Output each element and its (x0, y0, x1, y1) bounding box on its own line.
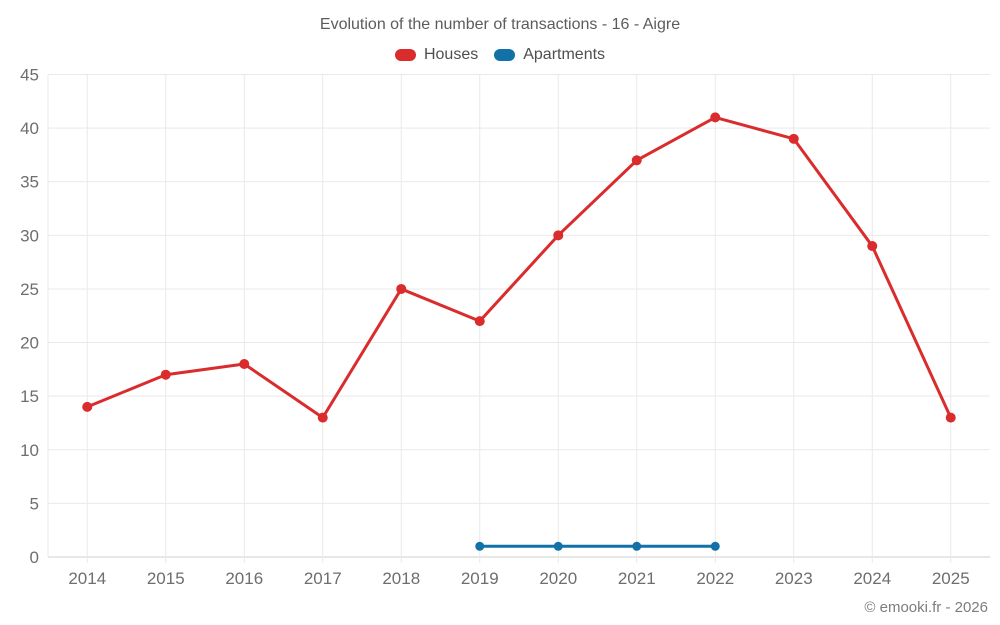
y-tick-label: 45 (20, 66, 39, 85)
footer-credit: © emooki.fr - 2026 (864, 599, 988, 616)
houses-data-point[interactable] (788, 133, 799, 144)
x-tick-label: 2022 (696, 569, 734, 588)
legend-label-houses: Houses (423, 46, 479, 63)
x-tick-label: 2016 (225, 569, 263, 588)
x-tick-label: 2014 (68, 569, 106, 588)
legend-label-apartments: Apartments (523, 46, 606, 63)
apartments-legend-swatch-icon (494, 49, 516, 61)
legend-item-apartments[interactable]: Apartments (494, 46, 605, 64)
apartments-data-point[interactable] (632, 541, 642, 551)
legend-item-houses[interactable]: Houses (394, 46, 479, 64)
y-tick-label: 10 (20, 441, 39, 460)
x-tick-label: 2021 (618, 569, 656, 588)
y-tick-label: 0 (30, 548, 39, 567)
apartments-data-point[interactable] (710, 541, 720, 551)
houses-data-point[interactable] (317, 412, 328, 423)
x-tick-label: 2019 (461, 569, 499, 588)
apartments-data-point[interactable] (553, 541, 563, 551)
y-tick-label: 5 (30, 494, 39, 513)
houses-data-point[interactable] (239, 359, 250, 369)
x-tick-label: 2020 (539, 569, 577, 588)
x-tick-label: 2018 (382, 569, 420, 588)
chart-legend: Houses Apartments (0, 46, 1000, 64)
x-tick-label: 2024 (853, 569, 891, 588)
x-tick-label: 2015 (147, 569, 185, 588)
houses-data-point[interactable] (160, 369, 171, 380)
houses-data-point[interactable] (945, 412, 956, 423)
y-tick-label: 25 (20, 280, 39, 299)
x-tick-label: 2023 (775, 569, 813, 588)
houses-data-point[interactable] (82, 401, 93, 412)
y-tick-label: 20 (20, 334, 39, 353)
houses-line (85, 115, 953, 420)
x-tick-label: 2017 (304, 569, 342, 588)
x-tick-label: 2025 (932, 569, 970, 588)
y-tick-label: 30 (20, 226, 39, 245)
houses-data-point[interactable] (396, 283, 407, 294)
houses-data-point[interactable] (867, 241, 878, 252)
houses-legend-swatch-icon (394, 49, 416, 61)
houses-data-point[interactable] (631, 155, 642, 166)
apartments-data-point[interactable] (475, 541, 485, 551)
y-tick-label: 40 (20, 119, 39, 138)
houses-data-point[interactable] (553, 230, 564, 241)
houses-data-point[interactable] (474, 316, 485, 327)
y-tick-label: 35 (20, 173, 39, 192)
houses-data-point[interactable] (710, 112, 721, 123)
y-tick-label: 15 (20, 387, 39, 406)
chart-title: Evolution of the number of transactions … (319, 16, 681, 33)
